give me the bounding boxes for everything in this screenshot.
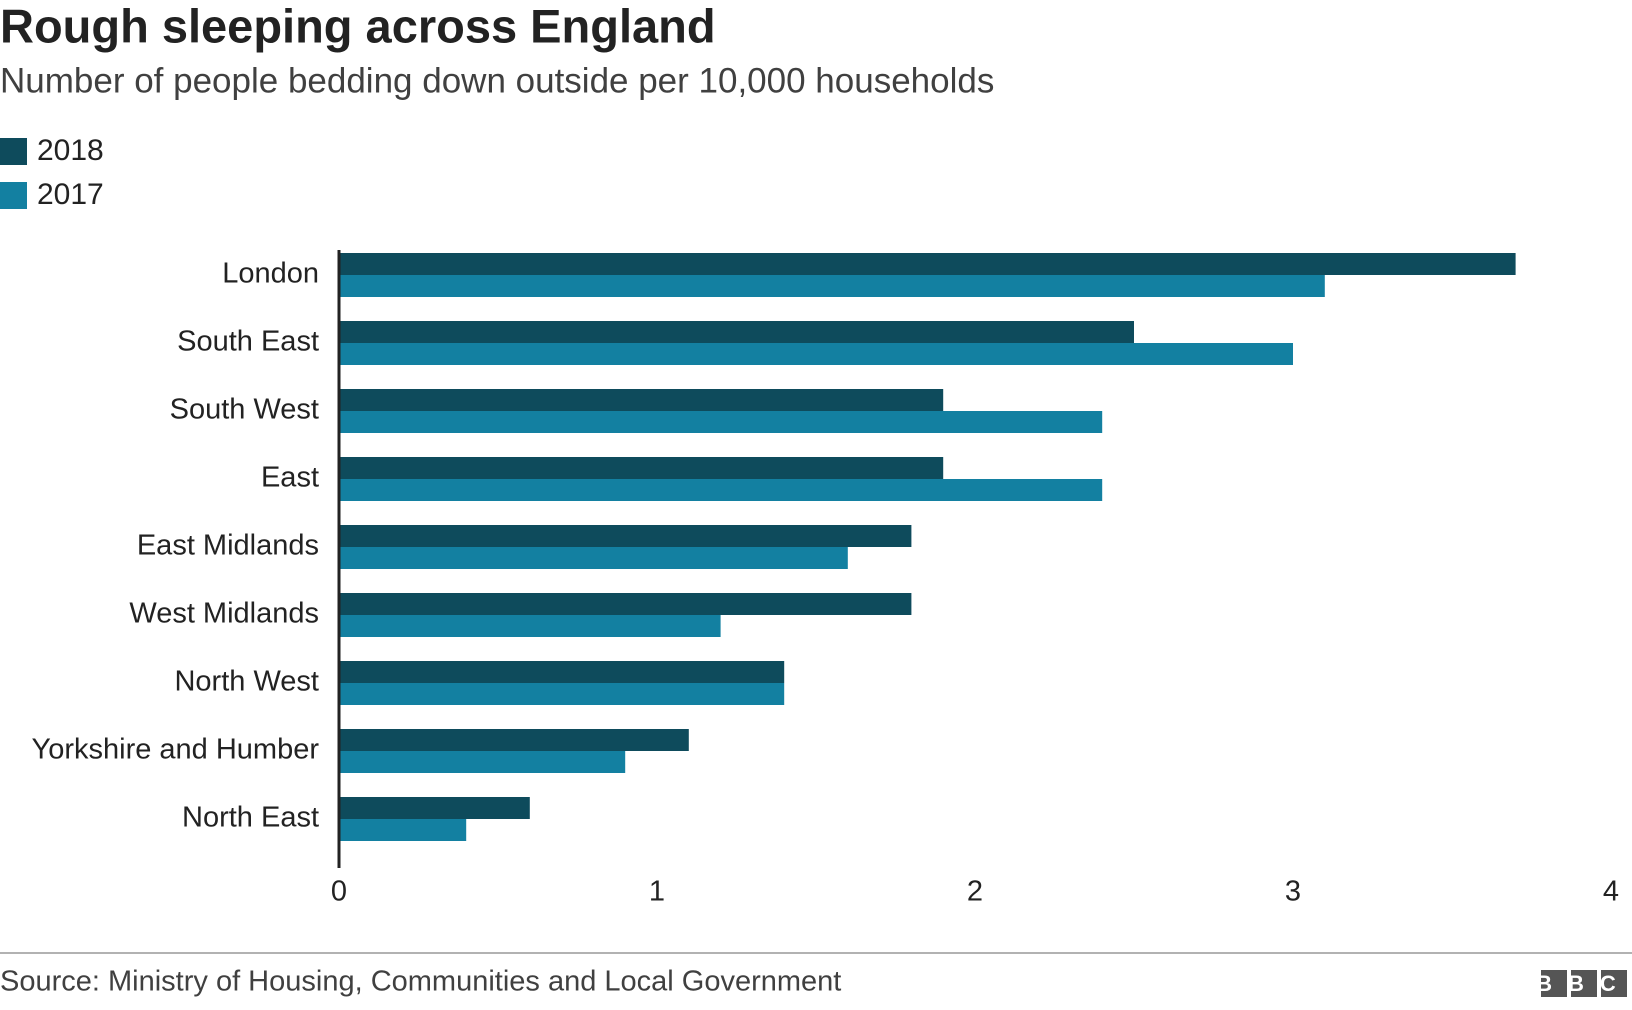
chart-subtitle: Number of people bedding down outside pe… — [0, 61, 994, 100]
legend-swatch — [0, 182, 27, 209]
bar — [339, 525, 912, 547]
bar — [339, 683, 785, 705]
y-tick-label: East Midlands — [137, 530, 319, 562]
y-tick-label: London — [222, 258, 319, 290]
chart-title: Rough sleeping across England — [0, 0, 716, 52]
bar — [339, 479, 1103, 501]
bar — [339, 615, 721, 637]
bar — [339, 797, 530, 819]
x-tick-label: 1 — [649, 876, 665, 908]
y-tick-label: North West — [174, 666, 319, 698]
y-tick-label: East — [261, 462, 319, 494]
logo-box — [1541, 970, 1567, 997]
bar — [339, 343, 1293, 365]
y-tick-label: South East — [177, 326, 319, 358]
y-tick-label: North East — [182, 802, 319, 834]
legend-swatch — [0, 138, 27, 165]
legend-label: 2018 — [37, 134, 104, 167]
y-tick-label: South West — [170, 394, 319, 426]
bar — [339, 547, 848, 569]
logo: BBC — [1536, 970, 1632, 997]
y-tick-label: West Midlands — [129, 598, 319, 630]
x-tick-label: 0 — [331, 876, 347, 908]
bar — [339, 253, 1516, 275]
bar — [339, 275, 1325, 297]
x-tick-label: 3 — [1285, 876, 1301, 908]
bar — [339, 593, 912, 615]
bar — [339, 389, 944, 411]
legend-label: 2017 — [37, 178, 104, 211]
logo-text: BBC — [1536, 971, 1632, 996]
logo-box — [1601, 970, 1627, 997]
bar — [339, 321, 1134, 343]
bar — [339, 819, 467, 841]
bar — [339, 729, 689, 751]
y-tick-label: Yorkshire and Humber — [32, 734, 320, 766]
bar — [339, 661, 785, 683]
x-tick-label: 2 — [967, 876, 983, 908]
logo-box — [1571, 970, 1597, 997]
bar — [339, 457, 944, 479]
bar — [339, 751, 626, 773]
bar — [339, 411, 1103, 433]
source: Source: Ministry of Housing, Communities… — [0, 966, 841, 998]
x-tick-label: 4 — [1603, 876, 1619, 908]
